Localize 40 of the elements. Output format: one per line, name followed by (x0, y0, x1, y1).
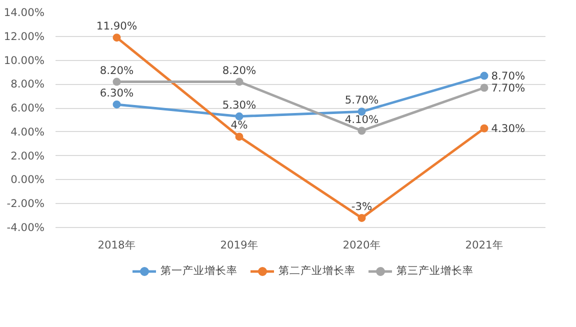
y-tick-label: -2.00% (6, 197, 45, 210)
point (112, 100, 121, 108)
legend-label: 第一产业增长率 (160, 264, 238, 278)
legend-label: 第二产业增长率 (278, 264, 356, 278)
data-label: 8.70% (491, 69, 526, 82)
point (480, 84, 488, 92)
point (235, 78, 244, 86)
data-label: 7.70% (491, 81, 526, 94)
point (480, 124, 488, 132)
data-label: 5.30% (222, 98, 256, 112)
point (480, 72, 488, 80)
data-label: 11.90% (96, 20, 138, 33)
y-tick-label: 2.00% (10, 149, 45, 162)
y-tick-label: 6.00% (10, 102, 45, 115)
point (112, 78, 121, 86)
data-label: 4% (230, 118, 248, 132)
y-tick-label: 4.00% (10, 125, 45, 138)
y-tick-label: 8.00% (10, 78, 45, 91)
y-tick-label: -4.00% (6, 221, 45, 234)
point (358, 126, 366, 135)
data-label: 4.30% (491, 122, 526, 135)
point (358, 214, 366, 222)
y-tick-label: 12.00% (4, 30, 45, 43)
data-label: 6.30% (100, 86, 134, 100)
y-tick-label: 14.00% (4, 6, 45, 19)
point (112, 34, 121, 42)
y-tick-label: 10.00% (4, 54, 45, 67)
y-tick-label: 0.00% (10, 173, 45, 186)
x-tick-label: 2021年 (465, 238, 504, 252)
data-label: 8.20% (222, 64, 256, 77)
data-label: 8.20% (100, 64, 134, 77)
x-tick-label: 2018年 (98, 238, 136, 252)
data-label: -3% (351, 200, 372, 213)
legend-label: 第三产业增长率 (396, 264, 474, 278)
x-tick-label: 2020年 (342, 238, 381, 252)
point (235, 132, 244, 141)
data-label: 4.10% (344, 112, 379, 126)
data-label: 5.70% (344, 94, 379, 107)
x-tick-label: 2019年 (220, 238, 258, 252)
point (235, 112, 244, 120)
